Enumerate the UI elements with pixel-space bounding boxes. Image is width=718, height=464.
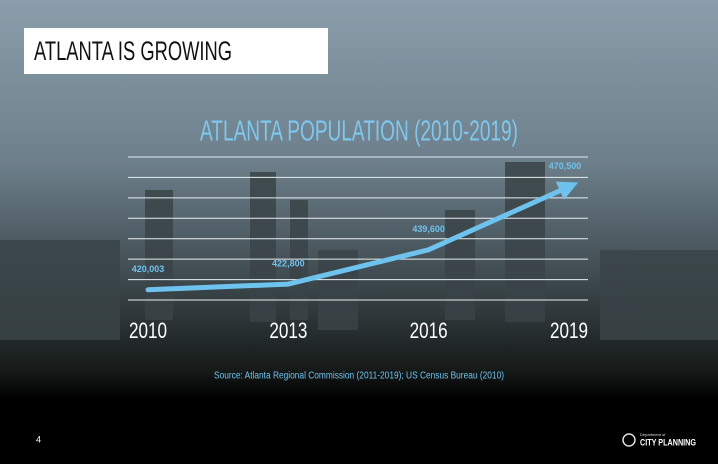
- heading-box: [24, 28, 328, 74]
- page-number: 4: [36, 434, 41, 444]
- data-line: [145, 181, 579, 293]
- x-tick-label: 2010: [129, 318, 167, 343]
- data-label: 439,600: [412, 224, 445, 234]
- x-tick-label: 2013: [269, 318, 307, 343]
- x-tick-label: 2016: [410, 318, 448, 343]
- skyline: [0, 162, 718, 340]
- x-tick-label: 2019: [550, 318, 588, 343]
- data-label: 470,500: [549, 161, 582, 171]
- logo-name: CITY PLANNING: [640, 437, 696, 447]
- logo-seal: [622, 433, 636, 447]
- heading: ATLANTA IS GROWING: [34, 36, 232, 66]
- chart-title: ATLANTA POPULATION (2010-2019): [200, 116, 518, 148]
- logo-department: Department of: [640, 432, 666, 437]
- data-label: 422,800: [272, 258, 305, 268]
- source: Source: Atlanta Regional Commission (201…: [214, 371, 504, 382]
- data-label: 420,003: [132, 264, 165, 274]
